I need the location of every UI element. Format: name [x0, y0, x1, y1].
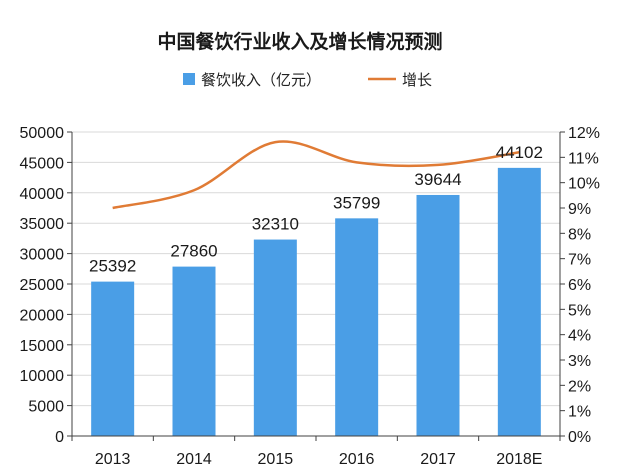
y-right-tick-label: 9%: [568, 201, 591, 218]
y-right-tick-label: 10%: [568, 176, 600, 193]
data-label-2017: 39644: [414, 170, 461, 189]
y-left-tick-label: 45000: [20, 155, 65, 172]
bar-2018E: [497, 167, 541, 436]
y-right-tick-label: 6%: [568, 277, 591, 294]
y-left-tick-label: 25000: [20, 277, 65, 294]
chart-title: 中国餐饮行业收入及增长情况预测: [157, 30, 442, 53]
data-label-2016: 35799: [333, 193, 380, 212]
gridlines: [72, 131, 560, 407]
y-right-tick-label: 4%: [568, 328, 591, 345]
data-label-2018E: 44102: [496, 143, 543, 162]
bar-2015: [253, 239, 297, 436]
x-tick-label-2018E: 2018E: [496, 451, 542, 468]
data-label-2014: 27860: [170, 242, 217, 261]
bar-2016: [335, 218, 379, 436]
y-right-tick-label: 12%: [568, 125, 600, 142]
legend: 餐饮收入（亿元） 增长: [183, 71, 432, 89]
y-axis-right-ticks: 0% 1% 2% 3% 4% 5% 6% 7% 8% 9% 10% 11% 12%: [560, 125, 600, 446]
y-left-tick-label: 15000: [20, 338, 65, 355]
bar-data-labels: 25392 27860 32310 35799 39644 44102: [89, 143, 543, 276]
y-right-tick-label: 5%: [568, 302, 591, 319]
x-tick-label-2016: 2016: [339, 451, 375, 468]
y-left-tick-label: 10000: [20, 368, 65, 385]
bar-2014: [172, 266, 216, 436]
x-axis-ticks: 2013 2014 2015 2016 2017 2018E: [71, 436, 561, 468]
y-right-tick-label: 1%: [568, 404, 591, 421]
y-axis-left-ticks: 0 5000 10000 15000 20000 25000 30000 35000 40000…: [20, 125, 72, 446]
data-label-2013: 25392: [89, 257, 136, 276]
legend-bar-label: 餐饮收入（亿元）: [201, 71, 321, 89]
legend-bar-swatch: [183, 73, 195, 85]
data-label-2015: 32310: [252, 215, 299, 234]
x-tick-label-2013: 2013: [95, 451, 131, 468]
y-right-tick-label: 3%: [568, 353, 591, 370]
y-right-tick-label: 2%: [568, 378, 591, 395]
legend-line-label: 增长: [402, 71, 432, 89]
y-left-tick-label: 30000: [20, 247, 65, 264]
y-right-tick-label: 7%: [568, 252, 591, 269]
y-left-tick-label: 0: [55, 429, 64, 446]
bar-2017: [416, 194, 460, 436]
line-series: [112, 140, 520, 210]
y-left-tick-label: 50000: [20, 125, 65, 142]
y-left-tick-label: 40000: [20, 186, 65, 203]
bar-series: [91, 167, 541, 436]
y-left-tick-label: 35000: [20, 216, 65, 233]
bar-2013: [91, 281, 135, 436]
y-right-tick-label: 0%: [568, 429, 591, 446]
y-left-tick-label: 5000: [28, 399, 64, 416]
growth-line: [112, 140, 520, 210]
y-right-tick-label: 11%: [568, 150, 599, 167]
x-tick-label-2017: 2017: [420, 451, 456, 468]
x-tick-label-2015: 2015: [258, 451, 294, 468]
y-left-tick-label: 20000: [20, 307, 65, 324]
x-tick-label-2014: 2014: [176, 451, 212, 468]
y-right-tick-label: 8%: [568, 226, 591, 243]
